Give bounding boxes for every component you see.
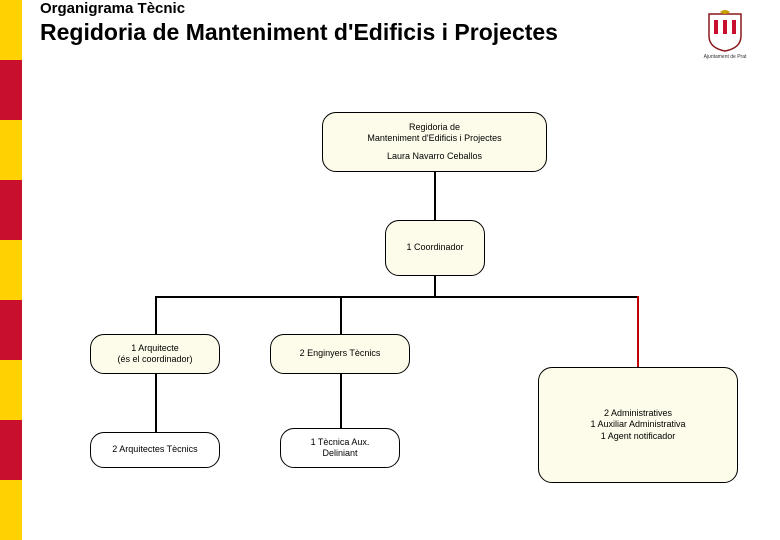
- connector-red: [637, 296, 639, 367]
- node-text: Laura Navarro Ceballos: [387, 151, 482, 162]
- stripe: [0, 240, 22, 300]
- node-text: 2 Arquitectes Tècnics: [112, 444, 197, 455]
- node-text: Manteniment d'Edificis i Projectes: [367, 133, 501, 144]
- stripe: [0, 180, 22, 240]
- connector: [434, 172, 436, 220]
- node-text: 2 Enginyers Tècnics: [300, 348, 381, 359]
- node-root: Regidoria de Manteniment d'Edificis i Pr…: [322, 112, 547, 172]
- node-text: 1 Coordinador: [406, 242, 463, 253]
- connector: [155, 296, 157, 334]
- logo-caption: Ajuntament de Prat: [690, 54, 760, 60]
- connector: [155, 296, 639, 298]
- connector: [434, 276, 436, 296]
- node-text: (és el coordinador): [117, 354, 192, 365]
- node-coordinator: 1 Coordinador: [385, 220, 485, 276]
- flag-stripes: [0, 0, 22, 540]
- stripe: [0, 300, 22, 360]
- node-tecnica-aux: 1 Tècnica Aux. Deliniant: [280, 428, 400, 468]
- node-text: 2 Administratives: [604, 408, 672, 419]
- logo: Ajuntament de Prat: [690, 10, 760, 60]
- page-title: Regidoria de Manteniment d'Edificis i Pr…: [40, 19, 558, 46]
- node-admin: 2 Administratives 1 Auxiliar Administrat…: [538, 367, 738, 483]
- stripe: [0, 420, 22, 480]
- node-text: Deliniant: [322, 448, 357, 459]
- subtitle: Organigrama Tècnic: [40, 0, 558, 17]
- node-text: 1 Agent notificador: [601, 431, 676, 442]
- stripe: [0, 60, 22, 120]
- stripe: [0, 120, 22, 180]
- header: Organigrama Tècnic Regidoria de Mantenim…: [40, 0, 558, 46]
- node-text: 1 Tècnica Aux.: [311, 437, 370, 448]
- connector: [340, 374, 342, 428]
- stripe: [0, 480, 22, 540]
- node-arquitecte: 1 Arquitecte (és el coordinador): [90, 334, 220, 374]
- connector: [155, 374, 157, 432]
- node-enginyers: 2 Enginyers Tècnics: [270, 334, 410, 374]
- connector: [340, 296, 342, 334]
- node-arquitectes-tecnics: 2 Arquitectes Tècnics: [90, 432, 220, 468]
- node-text: 1 Arquitecte: [131, 343, 179, 354]
- shield-icon: [706, 10, 744, 52]
- node-text: Regidoria de: [409, 122, 460, 133]
- stripe: [0, 0, 22, 60]
- node-text: 1 Auxiliar Administrativa: [590, 419, 685, 430]
- stripe: [0, 360, 22, 420]
